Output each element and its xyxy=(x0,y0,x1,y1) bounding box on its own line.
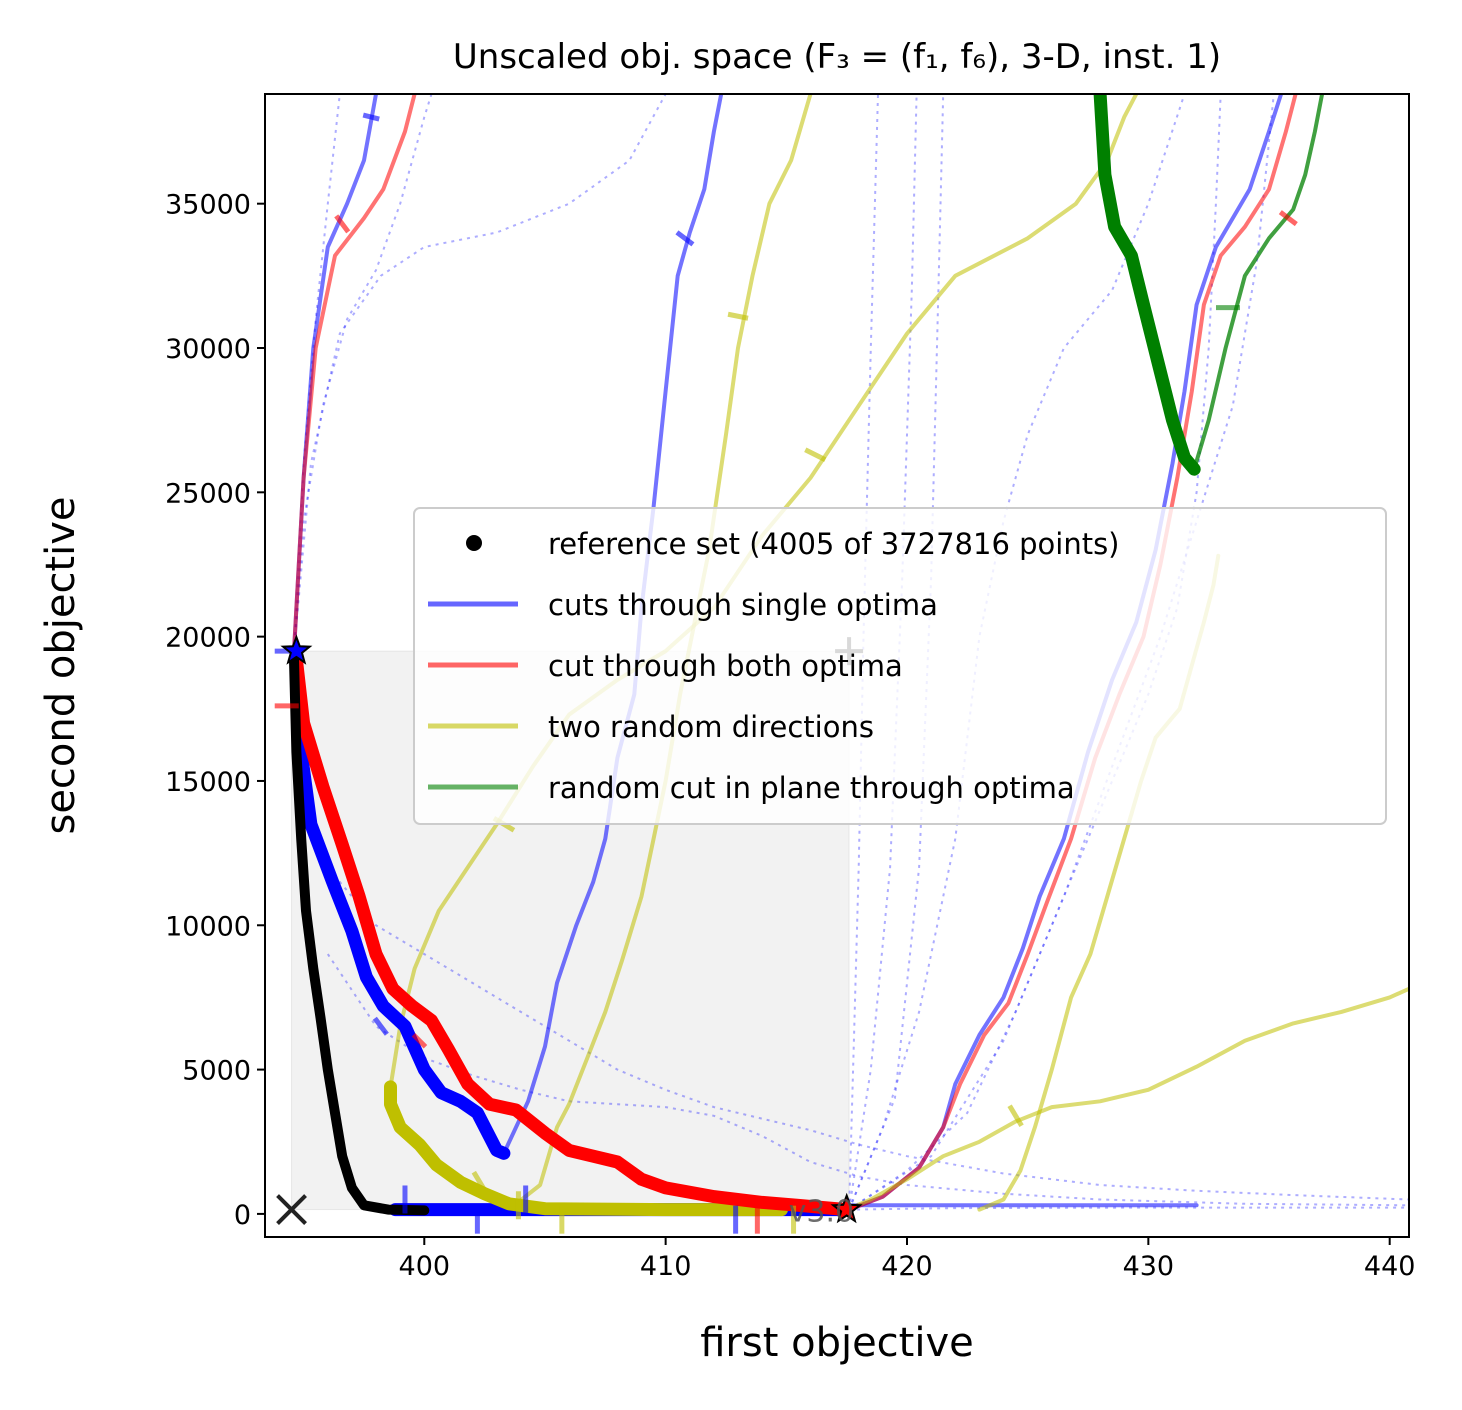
cut-tick-mark-5 xyxy=(727,311,749,321)
optimum-star-0 xyxy=(280,634,313,665)
y-tick-label-25000: 25000 xyxy=(165,478,251,509)
y-tick-label-10000: 10000 xyxy=(165,911,251,942)
x-tick-label-400: 400 xyxy=(399,1251,451,1282)
cut-tick-mark-6 xyxy=(804,447,827,463)
x-tick-label-430: 430 xyxy=(1123,1251,1175,1282)
plot-frame xyxy=(264,93,1410,1238)
ideal-point-marker xyxy=(276,1194,307,1225)
legend-label-3: two random directions xyxy=(548,710,874,744)
y-tick-label-0: 0 xyxy=(234,1200,251,1231)
series-blue-bold-1 xyxy=(289,653,511,1160)
legend-label-1: cuts through single optima xyxy=(548,588,938,622)
legend-label-2: cut through both optima xyxy=(548,649,903,683)
legend: reference set (4005 of 3727816 points) cu… xyxy=(413,507,1387,825)
series-red-bold-3 xyxy=(289,653,854,1217)
series-green-bold-5 xyxy=(1093,94,1201,476)
y-tick-label-20000: 20000 xyxy=(165,623,251,654)
cut-tick-mark-21 xyxy=(1278,210,1298,227)
optimum-star-1 xyxy=(830,1192,863,1224)
series-yellow-bold-4 xyxy=(384,1080,788,1217)
y-tick-label-30000: 30000 xyxy=(165,334,251,365)
legend-label-0: reference set (4005 of 3727816 points) xyxy=(548,527,1120,561)
x-tick-label-440: 440 xyxy=(1364,1251,1416,1282)
x-axis: 400 410 420 430 440 xyxy=(399,1237,1416,1282)
series-dotted-25 xyxy=(848,94,1186,1210)
legend-box xyxy=(413,507,1387,825)
x-tick-label-420: 420 xyxy=(881,1251,933,1282)
series-dotted-28 xyxy=(849,1206,1409,1211)
series-yellow-14 xyxy=(844,986,1409,1212)
y-tick-label-15000: 15000 xyxy=(165,767,251,798)
y-tick-label-5000: 5000 xyxy=(182,1056,251,1087)
x-tick-label-410: 410 xyxy=(640,1251,692,1282)
series-green-16 xyxy=(1192,94,1325,472)
series-blue-6 xyxy=(292,94,378,654)
y-axis-label: second objective xyxy=(38,496,84,834)
version-annotation: v3.0 xyxy=(789,1195,854,1230)
cut-tick-mark-4 xyxy=(675,230,695,247)
series-dotted-18 xyxy=(293,94,667,652)
series-reference-0 xyxy=(289,654,430,1216)
series-red-10 xyxy=(292,94,417,654)
cut-tick-mark-10 xyxy=(471,1170,488,1194)
cut-tick-mark-19 xyxy=(1007,1104,1024,1128)
y-axis: 0 5000 10000 15000 20000 25000 30000 35000 xyxy=(165,190,265,1231)
chart-title: Unscaled obj. space (F₃ = (f₁, f₆), 3-D,… xyxy=(453,37,1221,77)
x-axis-label: first objective xyxy=(700,1320,974,1366)
cut-tick-mark-1 xyxy=(334,214,351,234)
series-dotted-20 xyxy=(297,795,1409,1201)
legend-label-4: random cut in plane through optima xyxy=(548,771,1075,805)
cut-tick-mark-9 xyxy=(411,1032,428,1049)
y-tick-label-35000: 35000 xyxy=(165,190,251,221)
legend-marker-0 xyxy=(466,535,482,551)
cut-tick-mark-8 xyxy=(372,1016,389,1036)
cut-tick-mark-0 xyxy=(362,112,380,122)
